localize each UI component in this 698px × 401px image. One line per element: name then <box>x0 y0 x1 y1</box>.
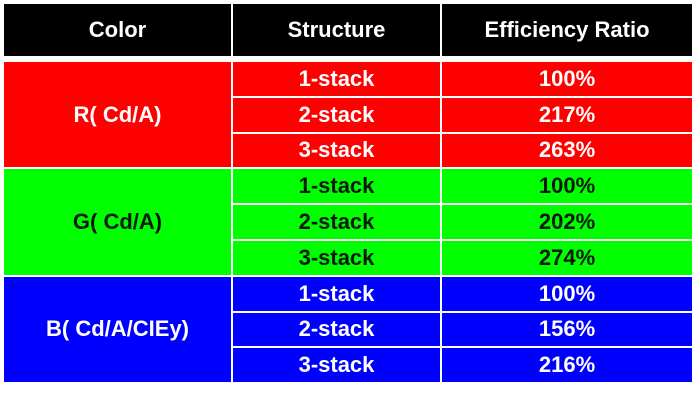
ratio-cell: 156% <box>441 311 693 348</box>
ratio-cell: 216% <box>441 347 693 384</box>
structure-cell: 3-stack <box>232 240 441 276</box>
structure-cell: 3-stack <box>232 132 441 169</box>
ratio-cell: 100% <box>441 61 693 97</box>
group-label: R( Cd/A) <box>3 61 232 169</box>
ratio-cell: 100% <box>441 168 693 205</box>
header-cell: Efficiency Ratio <box>441 3 693 57</box>
group-label: B( Cd/A/CIEy) <box>3 275 232 384</box>
structure-cell: 3-stack <box>232 347 441 384</box>
ratio-cell: 100% <box>441 275 693 312</box>
structure-cell: 2-stack <box>232 311 441 348</box>
header-cell: Color <box>3 3 232 57</box>
ratio-cell: 263% <box>441 132 693 169</box>
group-label: G( Cd/A) <box>3 168 232 276</box>
ratio-cell: 202% <box>441 204 693 240</box>
ratio-cell: 274% <box>441 240 693 276</box>
structure-cell: 1-stack <box>232 275 441 312</box>
header-cell: Structure <box>232 3 441 57</box>
ratio-cell: 217% <box>441 96 693 133</box>
structure-cell: 2-stack <box>232 204 441 240</box>
structure-cell: 1-stack <box>232 61 441 97</box>
structure-cell: 2-stack <box>232 96 441 133</box>
structure-cell: 1-stack <box>232 168 441 205</box>
